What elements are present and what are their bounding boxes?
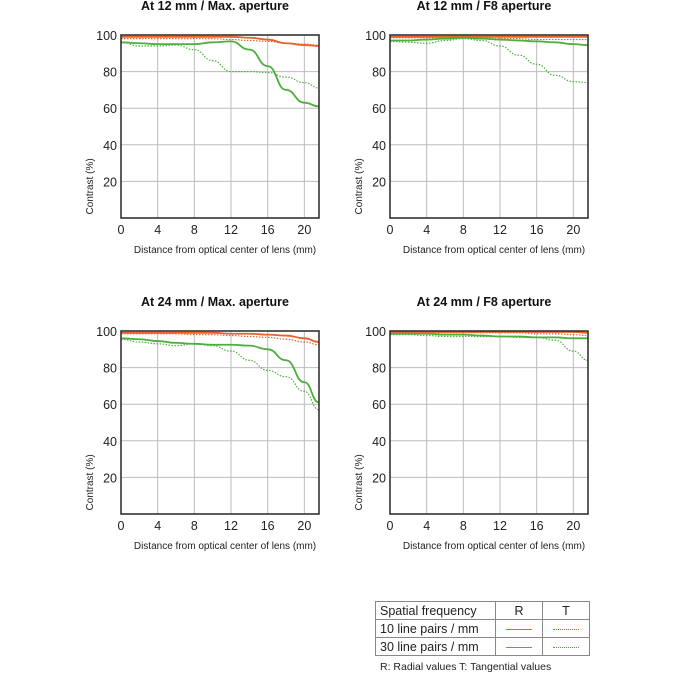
chart-title: At 24 mm / F8 aperture: [417, 295, 552, 309]
series-line: [390, 331, 589, 334]
x-tick-label: 12: [493, 519, 507, 533]
x-tick-label: 0: [387, 223, 394, 237]
x-tick-label: 0: [387, 519, 394, 533]
mtf-chart-1: At 12 mm / Max. aperture 0 4 8 12 16 20 20 40 60 8…: [85, 0, 320, 256]
x-axis-label: Distance from optical center of lens (mm…: [134, 541, 316, 552]
y-tick-label: 80: [103, 362, 117, 376]
series-line: [121, 331, 320, 343]
y-tick-label: 100: [96, 325, 117, 339]
x-tick-label: 0: [118, 519, 125, 533]
x-tick-label: 20: [297, 519, 311, 533]
series-line: [121, 35, 320, 47]
legend-swatch-10-r: [495, 619, 543, 638]
x-tick-label: 20: [566, 519, 580, 533]
plot-frame: [389, 330, 589, 515]
x-tick-label: 12: [224, 519, 238, 533]
legend-swatch-10-t: [542, 619, 590, 638]
plot-frame: [120, 330, 320, 515]
y-axis-label: Contrast (%): [85, 454, 96, 510]
y-tick-label: 20: [103, 175, 117, 189]
y-axis-label: Contrast (%): [354, 158, 365, 214]
y-tick-label: 20: [103, 471, 117, 485]
x-axis-label: Distance from optical center of lens (mm…: [403, 245, 585, 256]
x-tick-label: 20: [566, 223, 580, 237]
y-tick-label: 40: [103, 435, 117, 449]
x-tick-label: 0: [118, 223, 125, 237]
x-axis-label: Distance from optical center of lens (mm…: [403, 541, 585, 552]
series-line: [390, 334, 589, 361]
x-tick-label: 4: [154, 519, 161, 533]
chart-title: At 24 mm / Max. aperture: [141, 295, 289, 309]
y-tick-label: 40: [372, 139, 386, 153]
mtf-chart-4: At 24 mm / F8 aperture 0 4 8 12 16 20 20 40 60 80 1…: [354, 295, 589, 552]
y-tick-label: 60: [103, 398, 117, 412]
series-line: [120, 40, 320, 108]
x-axis-label: Distance from optical center of lens (mm…: [134, 245, 316, 256]
mtf-chart-2: At 12 mm / F8 aperture 0 4 8 12 16 20 20 40 60 80 1…: [354, 0, 589, 256]
x-tick-label: 16: [530, 223, 544, 237]
y-tick-label: 60: [372, 398, 386, 412]
y-tick-label: 40: [372, 435, 386, 449]
x-tick-label: 8: [191, 519, 198, 533]
y-tick-label: 60: [103, 102, 117, 116]
x-tick-label: 8: [191, 223, 198, 237]
y-tick-label: 20: [372, 471, 386, 485]
legend-col-t: T: [542, 601, 590, 620]
y-tick-label: 100: [365, 29, 386, 43]
legend-note: R: Radial values T: Tangential values: [380, 661, 552, 673]
y-tick-label: 80: [372, 66, 386, 80]
y-axis-label: Contrast (%): [85, 158, 96, 214]
y-tick-label: 60: [372, 102, 386, 116]
legend-row-30lp: 30 line pairs / mm: [375, 637, 496, 656]
x-tick-label: 16: [261, 223, 275, 237]
x-tick-label: 4: [423, 519, 430, 533]
y-tick-label: 80: [372, 362, 386, 376]
chart-title: At 12 mm / F8 aperture: [417, 0, 552, 13]
legend-swatch-30-r: [495, 637, 543, 656]
y-tick-label: 80: [103, 66, 117, 80]
plot-frame: [120, 34, 320, 219]
legend-swatch-30-t: [542, 637, 590, 656]
series-line: [389, 38, 589, 84]
y-axis-label: Contrast (%): [354, 454, 365, 510]
y-tick-label: 40: [103, 139, 117, 153]
y-tick-label: 100: [96, 29, 117, 43]
series-line: [390, 36, 589, 46]
x-tick-label: 4: [423, 223, 430, 237]
legend-row-10lp: 10 line pairs / mm: [375, 619, 496, 638]
series-line: [120, 337, 320, 404]
series-line: [120, 41, 320, 89]
x-tick-label: 8: [460, 223, 467, 237]
y-tick-label: 20: [372, 175, 386, 189]
x-tick-label: 12: [224, 223, 238, 237]
legend-header: Spatial frequency: [375, 601, 496, 620]
x-tick-label: 4: [154, 223, 161, 237]
x-tick-label: 12: [493, 223, 507, 237]
x-tick-label: 8: [460, 519, 467, 533]
x-tick-label: 16: [261, 519, 275, 533]
series-line: [390, 332, 588, 340]
x-tick-label: 16: [530, 519, 544, 533]
y-tick-label: 100: [365, 325, 386, 339]
chart-title: At 12 mm / Max. aperture: [141, 0, 289, 13]
series-line: [120, 338, 320, 411]
legend-col-r: R: [495, 601, 543, 620]
mtf-chart-3: At 24 mm / Max. aperture 0 4 8 12 16 20 20 40 60 8…: [85, 295, 320, 552]
legend-table: Spatial frequency R T 10 line pairs / mm…: [375, 601, 590, 656]
x-tick-label: 20: [297, 223, 311, 237]
plot-frame: [389, 34, 589, 219]
